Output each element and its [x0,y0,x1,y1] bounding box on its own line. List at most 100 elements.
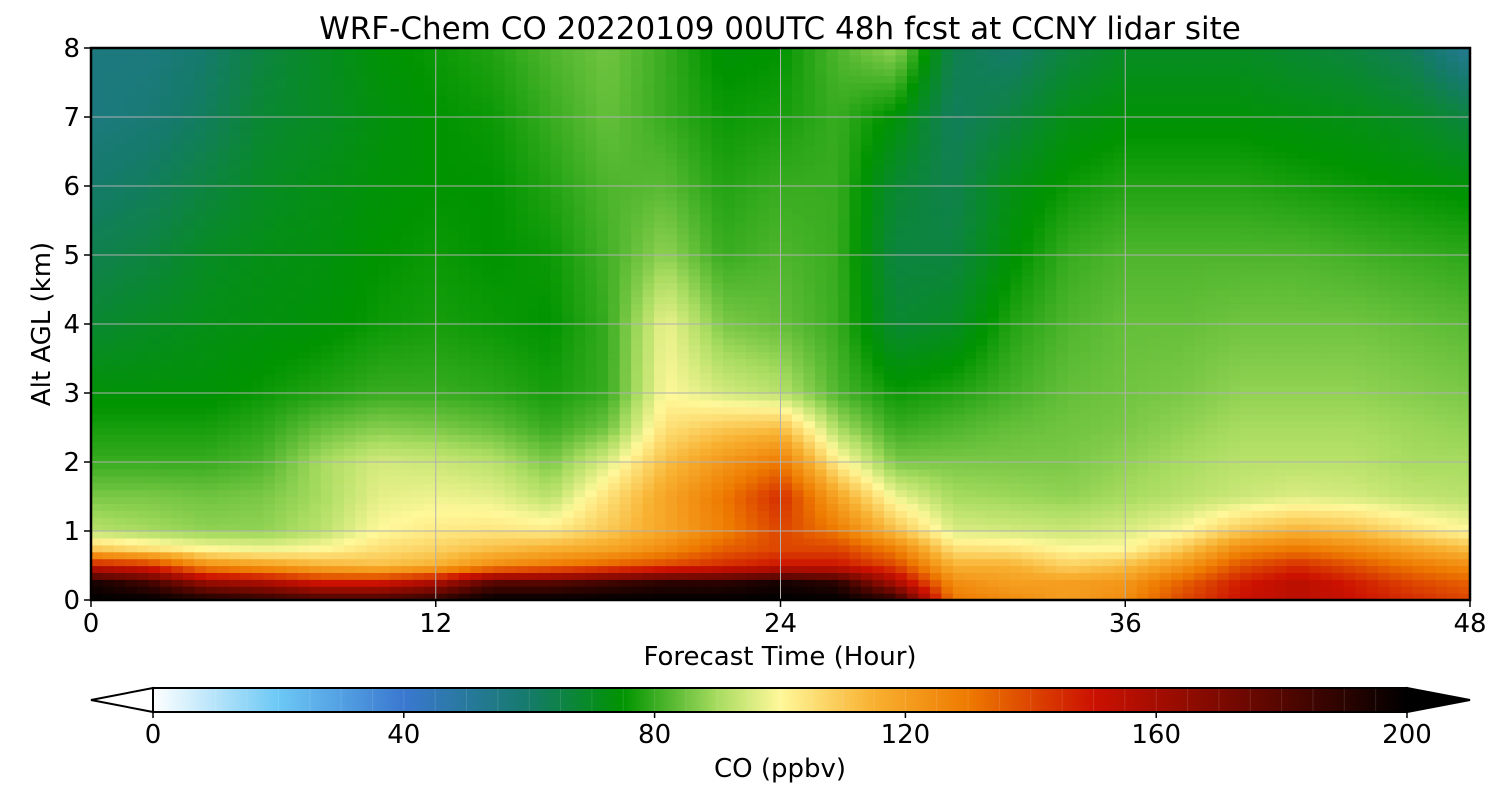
heatmap-cell [91,531,104,539]
heatmap-cell [562,365,575,373]
heatmap-cell [481,572,494,580]
heatmap-cell [148,427,161,435]
heatmap-cell [113,510,127,518]
heatmap-cell [723,496,736,504]
heatmap-cell [194,386,207,394]
heatmap-cell [1010,503,1023,511]
heatmap-cell [1424,572,1437,580]
heatmap-cell [378,365,391,373]
heatmap-cell [1090,406,1103,415]
heatmap-cell [688,586,701,594]
heatmap-cell [148,406,161,415]
heatmap-cell [1240,413,1253,422]
heatmap-cell [803,406,816,415]
heatmap-cell [1332,462,1345,470]
heatmap-cell [182,344,196,353]
heatmap-cell [1044,551,1057,560]
heatmap-cell [998,427,1011,435]
heatmap-cell [585,551,598,560]
heatmap-cell [619,537,632,546]
heatmap-cell [803,386,816,394]
heatmap-cell [1136,406,1149,415]
heatmap-cell [240,572,253,580]
heatmap-cell [1090,558,1103,567]
heatmap-cell [1044,482,1057,491]
heatmap-cell [366,420,379,429]
heatmap-cell [1447,517,1460,525]
heatmap-cell [1010,351,1023,360]
heatmap-cell [585,475,598,484]
heatmap-cell [366,434,379,442]
heatmap-cell [906,496,919,504]
heatmap-cell [860,413,874,422]
heatmap-cell [1424,517,1437,525]
heatmap-cell [814,324,828,332]
heatmap-cell [1401,537,1414,546]
heatmap-cell [631,393,644,401]
heatmap-cell [1412,434,1425,442]
heatmap-cell [228,551,241,560]
heatmap-cell [389,537,402,546]
heatmap-cell [1113,503,1126,511]
heatmap-cell [1332,337,1345,346]
heatmap-cell [447,503,460,511]
heatmap-cell [1458,565,1470,573]
heatmap-cell [102,565,115,573]
heatmap-cell [872,330,885,339]
heatmap-cell [378,399,391,408]
heatmap-cell [1251,593,1264,600]
heatmap-cell [481,475,494,484]
heatmap-cell [1182,317,1195,325]
heatmap-cell [642,524,655,532]
heatmap-cell [883,413,897,422]
heatmap-cell [929,351,942,360]
heatmap-cell [1010,344,1023,353]
heatmap-cell [941,462,954,470]
heatmap-cell [585,496,598,504]
heatmap-cell [734,531,747,539]
heatmap-cell [550,427,563,435]
heatmap-cell [1251,551,1264,560]
heatmap-cell [504,365,517,373]
heatmap-cell [665,565,678,573]
heatmap-cell [148,379,161,387]
heatmap-cell [1412,337,1425,346]
heatmap-cell [217,344,230,353]
heatmap-cell [791,379,805,387]
heatmap-cell [401,441,414,449]
heatmap-cell [481,482,494,491]
heatmap-cell [975,489,988,498]
heatmap-cell [1217,551,1230,560]
heatmap-cell [596,544,609,553]
heatmap-cell [1044,448,1057,456]
heatmap-cell [975,413,988,422]
heatmap-cell [1412,386,1425,394]
heatmap-cell [1343,462,1356,470]
heatmap-cell [1263,551,1276,560]
heatmap-cell [1136,386,1149,394]
heatmap-cell [1240,344,1253,353]
heatmap-cell [700,324,713,332]
heatmap-cell [481,510,494,518]
heatmap-cell [1435,441,1448,449]
heatmap-cell [251,358,264,366]
heatmap-cell [883,351,897,360]
heatmap-cell [585,413,598,422]
heatmap-cell [987,544,1000,553]
heatmap-cell [562,441,575,449]
heatmap-cell [1320,434,1333,442]
heatmap-cell [1148,455,1161,463]
heatmap-cell [182,330,196,339]
heatmap-cell [723,372,736,380]
heatmap-cell [585,455,598,463]
heatmap-cell [113,413,127,422]
heatmap-cell [286,489,299,498]
heatmap-cell [171,558,184,567]
heatmap-cell [1010,558,1023,567]
heatmap-cell [872,544,885,553]
heatmap-cell [573,324,586,332]
heatmap-cell [297,413,310,422]
heatmap-cell [573,586,586,594]
heatmap-cell [757,531,770,539]
heatmap-cell [573,579,586,587]
